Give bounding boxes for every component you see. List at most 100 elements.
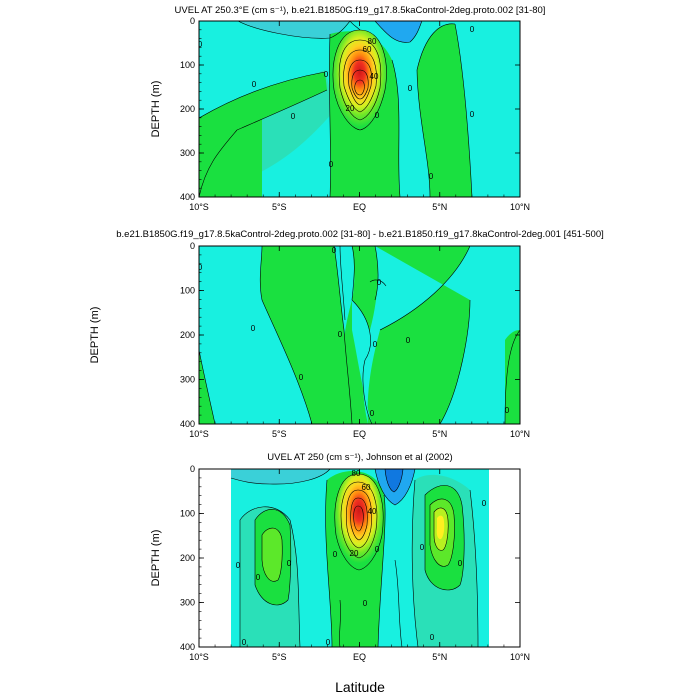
panel-1-label-0j: 0 — [198, 40, 203, 49]
panel-3-ytick-label: 100 — [180, 509, 195, 519]
panel-3-xtick-label: 10°S — [189, 652, 209, 662]
panel-1-green-sw — [199, 112, 262, 197]
panel-2-xtick-label: EQ — [353, 429, 366, 439]
panel-3-label-0j: 0 — [430, 633, 435, 642]
panel-2-label-0c: 0 — [251, 324, 256, 333]
panel-1-ylabel: DEPTH (m) — [150, 81, 162, 138]
panel-3-xtick-label: 10°N — [510, 652, 530, 662]
panel-3-title: UVEL AT 250 (cm s⁻¹), Johnson et al (200… — [267, 452, 452, 463]
panel-1-label-60: 60 — [363, 45, 372, 54]
panel-1-label-0i: 0 — [470, 110, 475, 119]
panel-1-shallow-band — [240, 21, 350, 39]
panel-1-label-0e: 0 — [375, 111, 380, 120]
panel-1-contour-labels: 0 0 0 0 0 0 0 0 0 0 20 40 60 80 — [198, 25, 475, 181]
panel-3-label-40: 40 — [368, 507, 377, 516]
panel-2-label-0i: 0 — [505, 406, 510, 415]
panel-1-label-0b: 0 — [291, 112, 296, 121]
panel-1-xtick-label: 5°N — [432, 202, 447, 212]
panel-3-label-0l: 0 — [242, 638, 247, 647]
panel-1: UVEL AT 250.3°E (cm s⁻¹), b.e21.B1850G.f… — [150, 5, 545, 212]
panel-3-label-80: 80 — [352, 469, 361, 478]
panel-2-label-0f: 0 — [406, 336, 411, 345]
panel-3-xtick-label: 5°N — [432, 652, 447, 662]
panel-3-label-0b: 0 — [256, 573, 261, 582]
panel-3-xtick-label: EQ — [353, 652, 366, 662]
panel-3-label-0g: 0 — [458, 559, 463, 568]
panel-3-label-0h: 0 — [482, 499, 487, 508]
panel-1-contour-lines — [199, 21, 473, 197]
panel-1-ytick-label: 200 — [180, 104, 195, 114]
panel-1-shallow-band-east — [375, 21, 422, 43]
panel-2-green-far-east — [505, 330, 520, 424]
panel-2-label-0h: 0 — [370, 409, 375, 418]
panel-2-contour-field: 0 0 0 0 0 0 0 0 0 0 — [198, 246, 520, 424]
panel-2-axes: 10°S 5°S EQ 5°N 10°N 0 100 200 300 400 — [180, 241, 530, 439]
panel-3-label-0d: 0 — [333, 550, 338, 559]
panel-1-label-0a: 0 — [252, 80, 257, 89]
panel-1-xtick-label: 10°N — [510, 202, 530, 212]
panel-1-xtick-label: 5°S — [272, 202, 287, 212]
panel-2-label-0d: 0 — [338, 330, 343, 339]
panel-3-ytick-label: 0 — [190, 464, 195, 474]
panel-2-label-0a: 0 — [332, 246, 337, 255]
panel-1-ytick-label: 100 — [180, 60, 195, 70]
panel-2: b.e21.B1850G.f19_g17.8.5kaControl-2deg.p… — [89, 229, 604, 439]
panel-3-contour-field: 0 0 0 0 0 0 0 0 0 0 0 0 20 40 60 80 — [230, 469, 489, 647]
panel-3-contour-labels: 0 0 0 0 0 0 0 0 0 0 0 0 20 40 60 80 — [236, 469, 487, 647]
panel-2-cyan-pocket-east — [352, 300, 372, 424]
panel-1-label-0f: 0 — [408, 84, 413, 93]
panel-1-ytick-label: 300 — [180, 148, 195, 158]
panel-3-ylabel: DEPTH (m) — [150, 530, 162, 587]
panel-2-xtick-label: 5°S — [272, 429, 287, 439]
panel-1-xtick-label: 10°S — [189, 202, 209, 212]
panel-3-label-0i: 0 — [363, 599, 368, 608]
panel-1-title: UVEL AT 250.3°E (cm s⁻¹), b.e21.B1850G.f… — [175, 5, 546, 16]
panel-3-ytick-label: 400 — [180, 642, 195, 652]
panel-3-label-0e: 0 — [375, 545, 380, 554]
panel-2-green-west — [260, 246, 352, 424]
panel-3-label-0f: 0 — [420, 543, 425, 552]
panel-3-label-60: 60 — [362, 483, 371, 492]
panel-1-label-20: 20 — [346, 104, 355, 113]
panel-3-ytick-label: 200 — [180, 553, 195, 563]
panel-3-teal-upper — [231, 469, 330, 485]
panel-2-xtick-label: 10°N — [510, 429, 530, 439]
panel-3-greenlight-west — [262, 528, 283, 582]
panel-3-xtick-label: 5°S — [272, 652, 287, 662]
panel-1-ytick-label: 400 — [180, 192, 195, 202]
panel-2-label-0g: 0 — [299, 373, 304, 382]
panel-2-ytick-label: 300 — [180, 375, 195, 385]
panel-1-label-0h: 0 — [470, 25, 475, 34]
panel-2-label-0j: 0 — [198, 263, 203, 272]
panel-1-contour-field: 0 0 0 0 0 0 0 0 0 0 20 40 60 80 — [198, 21, 520, 197]
panel-2-green-south — [199, 350, 215, 424]
panel-2-ytick-label: 200 — [180, 330, 195, 340]
panel-2-cyan-pocket — [340, 246, 355, 320]
panel-1-label-0c: 0 — [324, 70, 329, 79]
panel-1-label-0d: 0 — [329, 160, 334, 169]
panel-3-label-0c: 0 — [287, 559, 292, 568]
panel-1-green-east — [417, 23, 472, 197]
panel-2-ytick-label: 0 — [190, 241, 195, 251]
panel-1-label-80: 80 — [368, 37, 377, 46]
panel-1-xtick-label: EQ — [353, 202, 366, 212]
panel-3-label-20: 20 — [350, 549, 359, 558]
panel-2-label-0e: 0 — [373, 340, 378, 349]
panel-1-label-40: 40 — [370, 72, 379, 81]
panel-1-ytick-label: 0 — [190, 16, 195, 26]
panel-3-label-0k: 0 — [326, 638, 331, 647]
panel-2-xtick-label: 5°N — [432, 429, 447, 439]
panel-2-green-east — [367, 246, 470, 424]
panel-2-label-0b: 0 — [377, 278, 382, 287]
panel-1-green-west — [199, 72, 327, 197]
panel-2-ylabel: DEPTH (m) — [89, 307, 101, 364]
panel-3-label-0a: 0 — [236, 561, 241, 570]
panel-2-contour-labels: 0 0 0 0 0 0 0 0 0 0 — [198, 246, 510, 418]
panel-2-ytick-label: 400 — [180, 419, 195, 429]
panel-3-yellow-east — [436, 515, 445, 540]
panel-1-label-0g: 0 — [429, 172, 434, 181]
panel-2-xtick-label: 10°S — [189, 429, 209, 439]
